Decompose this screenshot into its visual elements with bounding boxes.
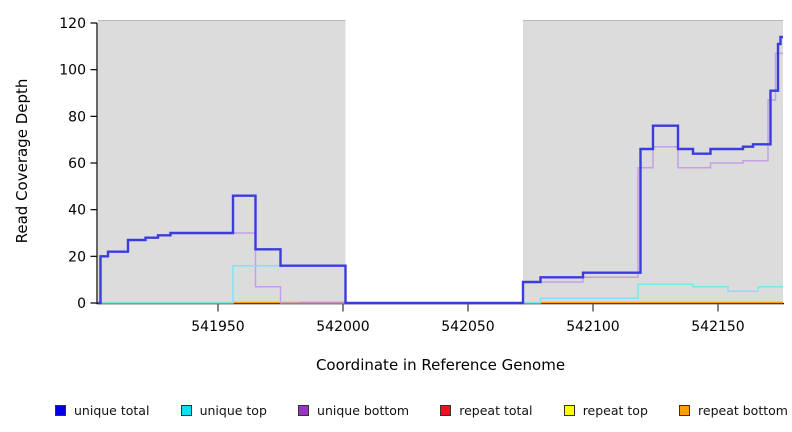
legend-item-repeat-bottom: repeat bottom bbox=[679, 403, 788, 418]
y-axis-tick-label: 100 bbox=[59, 63, 86, 79]
coverage-plot: 0 20 40 60 80 100 120 541950 542000 542050 542100 5… bbox=[59, 16, 784, 335]
legend-color-swatch bbox=[563, 404, 575, 416]
legend-color-swatch bbox=[679, 404, 691, 416]
legend-item-unique-bottom: unique bottom bbox=[298, 403, 409, 418]
legend-label: repeat top bbox=[582, 402, 648, 418]
y-axis-tick-label: 20 bbox=[68, 249, 86, 265]
plot-legend: unique total unique top unique bottom repea… bbox=[55, 399, 788, 421]
y-axis-tick-label: 60 bbox=[68, 156, 86, 172]
legend-item-repeat-top: repeat top bbox=[563, 402, 648, 418]
x-axis-tick-label: 541950 bbox=[191, 319, 244, 335]
y-axis-tick-label: 0 bbox=[77, 296, 86, 312]
legend-label: unique total bbox=[74, 402, 150, 418]
x-axis-tick-label: 542150 bbox=[691, 319, 744, 335]
legend-label: repeat bottom bbox=[698, 402, 788, 418]
legend-color-swatch bbox=[55, 404, 66, 416]
x-axis-title: Coordinate in Reference Genome bbox=[315, 356, 566, 374]
x-axis-tick-label: 542100 bbox=[566, 319, 619, 335]
legend-label: repeat total bbox=[459, 402, 533, 418]
legend-item-repeat-total: repeat total bbox=[440, 402, 533, 418]
legend-color-swatch bbox=[440, 404, 452, 416]
series-line-unique-total bbox=[98, 35, 783, 305]
legend-label: unique top bbox=[199, 402, 267, 418]
legend-item-unique-total: unique total bbox=[55, 403, 149, 418]
left-aligned-block bbox=[98, 20, 346, 303]
legend-color-swatch bbox=[298, 404, 310, 416]
y-axis-tick-label: 80 bbox=[68, 109, 86, 125]
legend-label: unique bottom bbox=[317, 402, 410, 418]
x-axis-tick-label: 542000 bbox=[316, 319, 369, 335]
legend-color-swatch bbox=[180, 404, 192, 416]
y-axis-tick-label: 40 bbox=[68, 203, 86, 219]
y-axis-tick-label: 120 bbox=[59, 16, 86, 32]
x-axis-tick-label: 542050 bbox=[441, 319, 494, 335]
legend-item-unique-top: unique top bbox=[180, 402, 267, 418]
